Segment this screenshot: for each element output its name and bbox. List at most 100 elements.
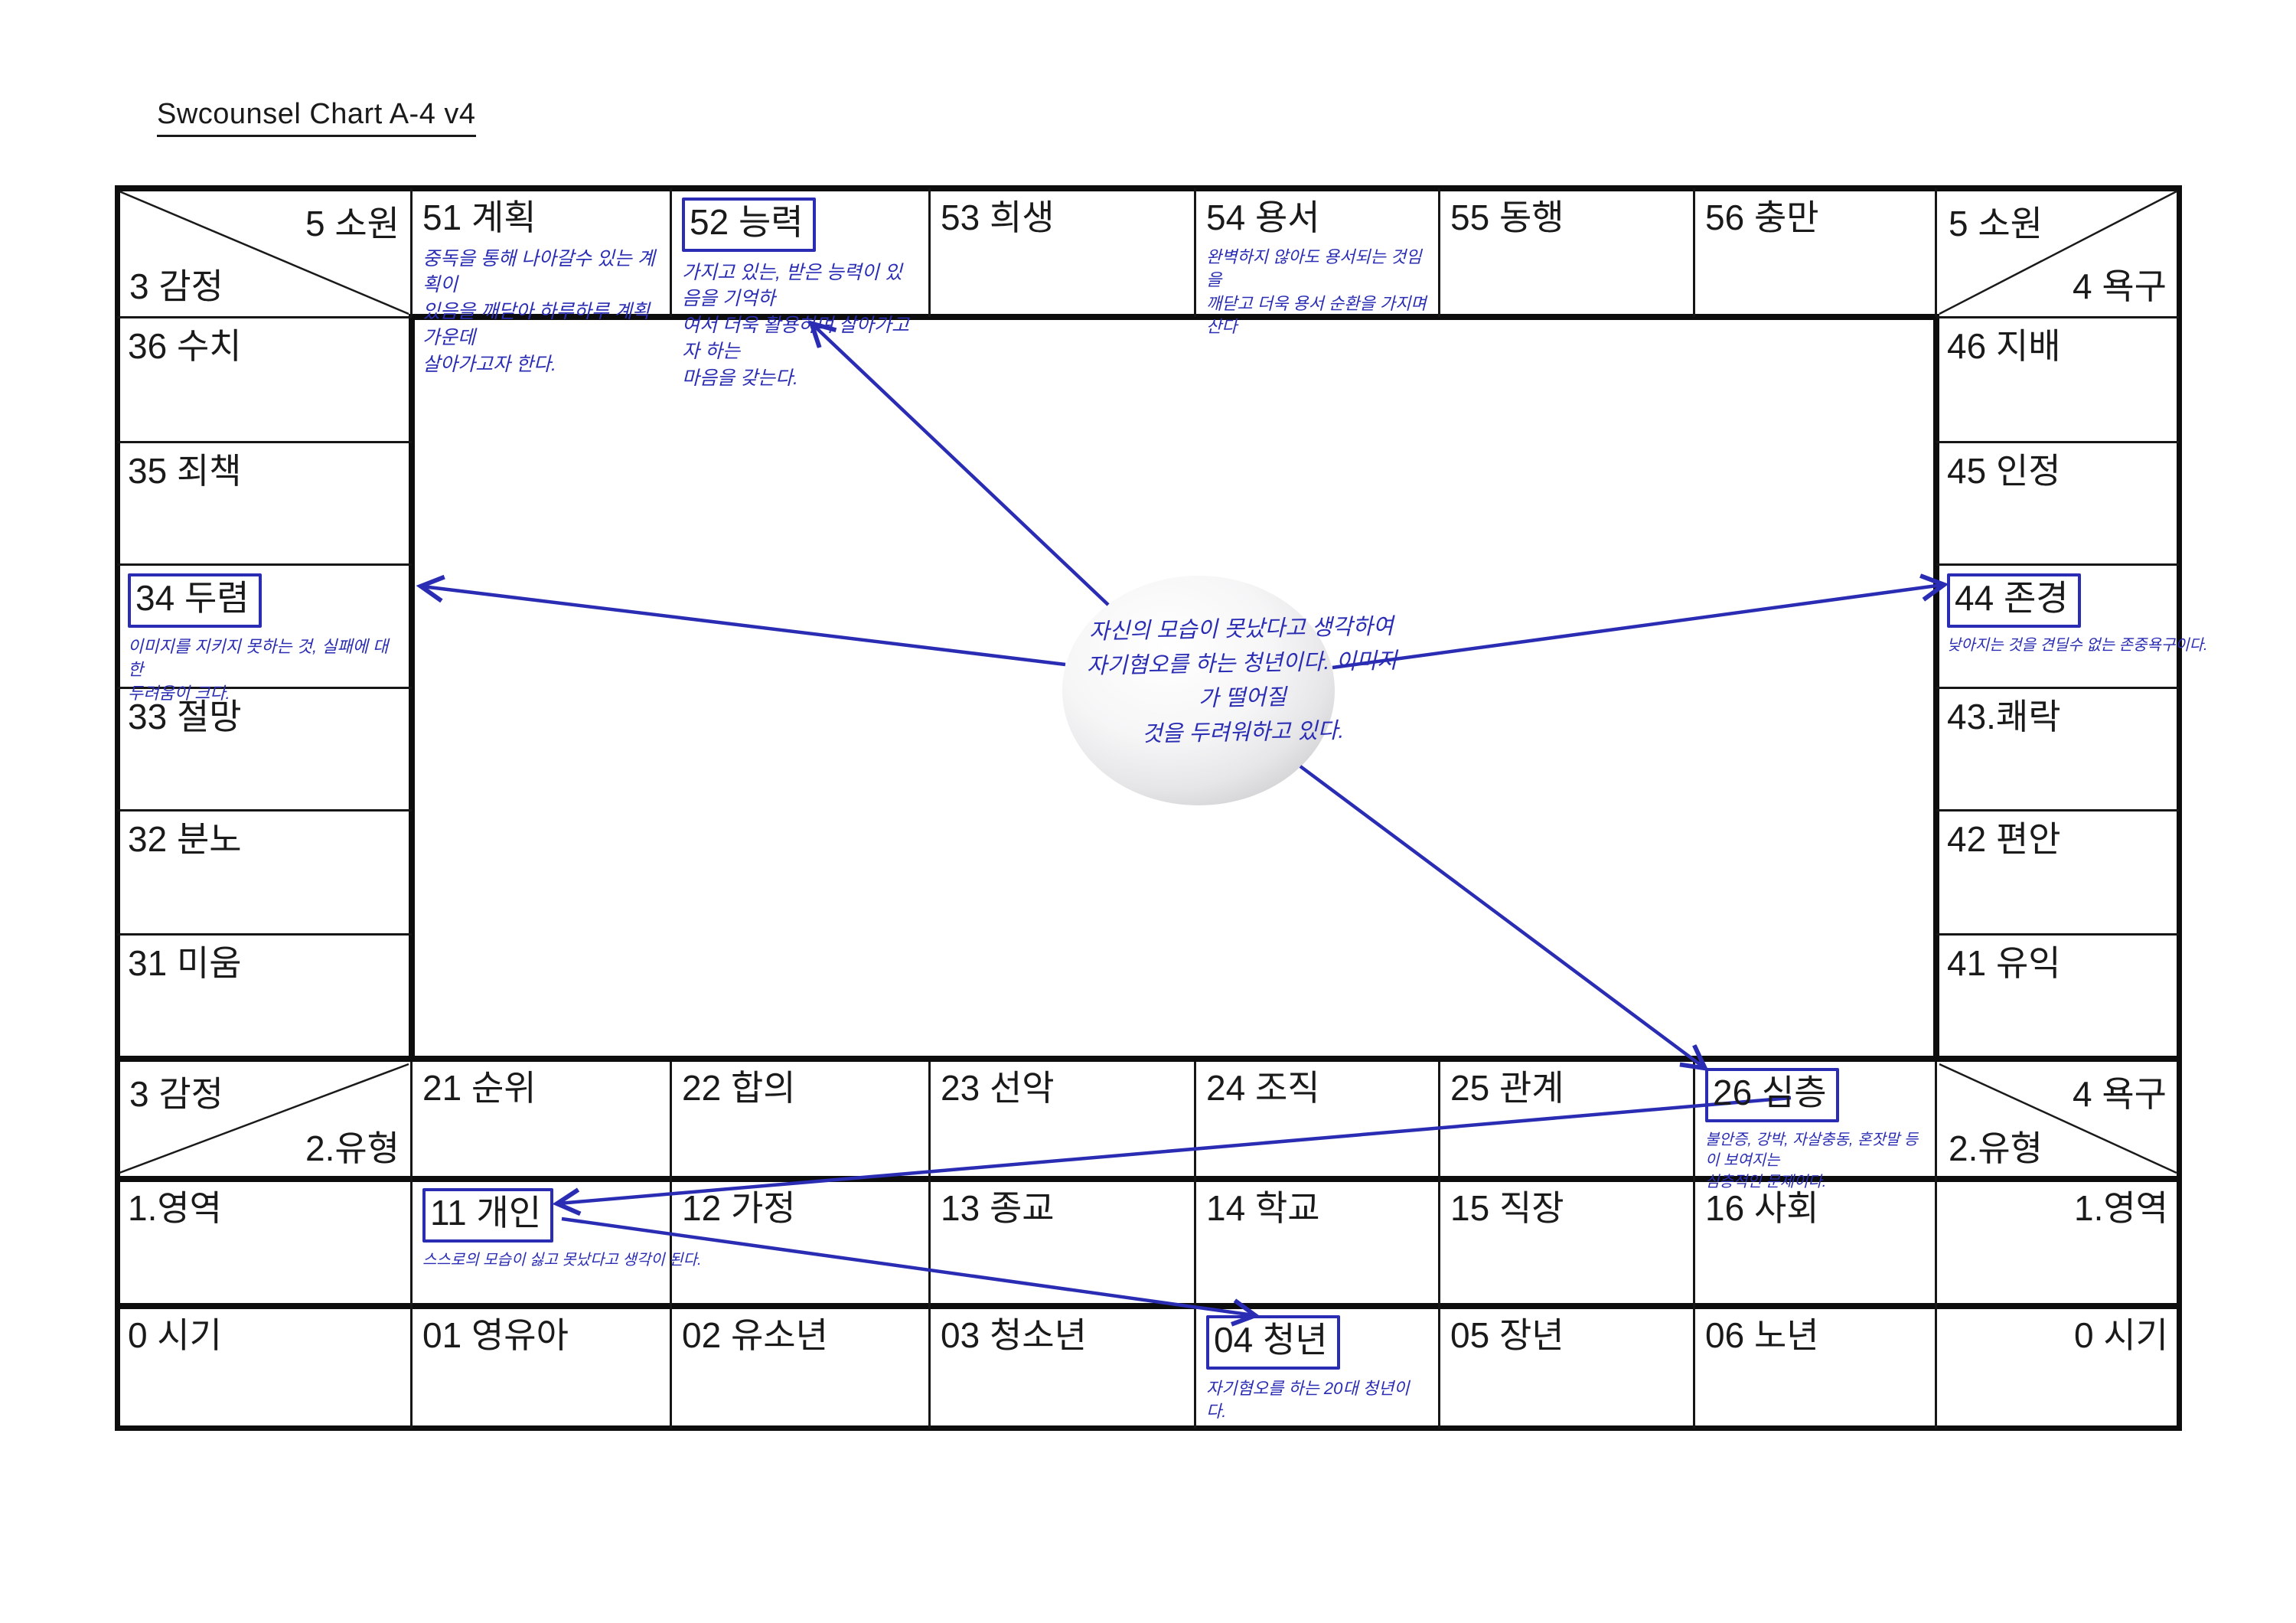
- cell-label: 06 노년: [1705, 1315, 1819, 1355]
- cell-label: 56 충만: [1705, 198, 1819, 237]
- cell-label-boxed: 34 두렴: [128, 573, 262, 628]
- arrow-sphere-to-52-ability: [813, 325, 1110, 606]
- cell-label: 45 인정: [1947, 451, 2061, 491]
- cell-15-workplace: 15 직장: [1440, 1179, 1694, 1303]
- corner-label-type: 2.유형: [1949, 1128, 2043, 1168]
- row-label: 1.영역: [2073, 1188, 2168, 1228]
- arrow-sphere-to-44-respect: [1332, 585, 1942, 670]
- grid-line: [1438, 1062, 1440, 1429]
- grid-line: [1936, 441, 2179, 443]
- cell-label: 42 편안: [1947, 819, 2061, 859]
- row-label: 0 시기: [2073, 1315, 2168, 1355]
- grid-line: [117, 1303, 2182, 1309]
- grid-line: [1194, 1062, 1196, 1429]
- cell-12-family: 12 가정: [671, 1179, 930, 1303]
- center-sphere: [1062, 576, 1335, 805]
- cell-52-ability: 52 능력 가지고 있는, 받은 능력이 있음을 기억하 여서 더욱 활용하며 …: [671, 188, 930, 389]
- cell-label: 24 조직: [1206, 1068, 1320, 1108]
- grid-line: [117, 1425, 2182, 1431]
- grid-line: [117, 185, 2182, 191]
- diagonal-bottom-left: [119, 1063, 409, 1174]
- cell-label: 25 관계: [1450, 1068, 1564, 1108]
- grid-line: [1194, 188, 1196, 317]
- grid-line: [117, 563, 412, 566]
- cell-35-guilt: 35 죄책: [117, 442, 412, 563]
- cell-45-recognition: 45 인정: [1936, 442, 2179, 563]
- grid-line: [1936, 316, 2179, 318]
- grid-line: [1936, 933, 2179, 936]
- cell-21-priority: 21 순위: [412, 1059, 671, 1179]
- arrow-sphere-to-26-deep: [1299, 765, 1704, 1067]
- cell-26-deep: 26 심층 불안증, 강박, 자살충동, 혼잣말 등이 보여지는 심층적인 문제…: [1694, 1059, 1936, 1190]
- cell-label-boxed: 44 존경: [1947, 573, 2081, 628]
- cell-label: 54 용서: [1206, 198, 1320, 237]
- handwritten-note: 이미지를 지키지 못하는 것, 실패에 대한 두려움이 크다.: [128, 636, 389, 703]
- cell-05-middleage: 05 장년: [1440, 1306, 1694, 1429]
- cell-56-fullness: 56 충만: [1694, 188, 1936, 317]
- grid-line: [1936, 563, 2179, 566]
- arrow-26-deep-to-11-personal: [559, 1096, 1792, 1203]
- cell-label: 15 직장: [1450, 1188, 1564, 1228]
- cell-period-label-right: 0 시기: [1936, 1306, 2179, 1429]
- cell-01-infant: 01 영유아: [412, 1306, 671, 1429]
- grid-line: [117, 316, 412, 318]
- cell-label: 03 청소년: [941, 1315, 1087, 1355]
- cell-label: 33 절망: [128, 697, 242, 736]
- cell-label-boxed: 52 능력: [682, 198, 816, 252]
- cell-44-respect: 44 존경 낮아지는 것을 견딜수 없는 존중욕구이다.: [1936, 564, 2208, 687]
- grid-line: [2177, 185, 2182, 1431]
- grid-line: [409, 314, 415, 1062]
- cell-42-comfort: 42 편안: [1936, 810, 2179, 933]
- grid-line: [117, 687, 412, 689]
- corner-cell-bottom-right: 4 욕구 2.유형: [1936, 1059, 2179, 1179]
- cell-06-oldage: 06 노년: [1694, 1306, 1936, 1429]
- grid-line: [1936, 687, 2179, 689]
- diagonal-bottom-right: [1939, 1063, 2177, 1174]
- cell-label: 14 학교: [1206, 1188, 1320, 1228]
- grid-line: [1935, 1062, 1937, 1429]
- grid-line: [410, 188, 413, 317]
- handwritten-note: 낮아지는 것을 견딜수 없는 존중욕구이다.: [1947, 636, 2208, 654]
- cell-label: 53 희생: [941, 198, 1055, 237]
- cell-label-boxed: 04 청년: [1206, 1315, 1340, 1370]
- diagonal-top-left: [119, 190, 409, 315]
- corner-cell-top-right: 5 소원 4 욕구: [1936, 188, 2179, 317]
- grid-line: [1935, 188, 1937, 317]
- cell-label: 02 유소년: [682, 1315, 828, 1355]
- grid-line: [409, 314, 1939, 320]
- handwritten-note: 중독을 통해 나아갈수 있는 계획이 있음을 깨닫아 하루하루 계획가운데 살아…: [422, 247, 655, 375]
- cell-55-accompany: 55 동행: [1440, 188, 1694, 317]
- cell-label: 55 동행: [1450, 198, 1564, 237]
- cell-label: 32 분노: [128, 819, 242, 859]
- cell-02-child: 02 유소년: [671, 1306, 930, 1429]
- corner-label-type: 2.유형: [305, 1128, 400, 1168]
- cell-13-religion: 13 종교: [930, 1179, 1195, 1303]
- cell-24-organization: 24 조직: [1195, 1059, 1440, 1179]
- corner-label-wish: 5 소원: [305, 204, 400, 243]
- corner-label-desire: 4 욕구: [2072, 1074, 2167, 1114]
- center-sphere-note: 자신의 모습이 못났다고 생각하여 자기혐오를 하는 청년이다. 이미지가 떨어…: [1086, 614, 1397, 747]
- cell-label: 36 수치: [128, 326, 242, 366]
- cell-46-dominate: 46 지배: [1936, 317, 2179, 441]
- grid-line: [670, 188, 672, 317]
- cell-label: 43.쾌락: [1947, 697, 2061, 736]
- grid-line: [670, 1062, 672, 1429]
- cell-32-anger: 32 분노: [117, 810, 412, 933]
- arrow-sphere-to-34-fear: [422, 586, 1066, 667]
- cell-36-shame: 36 수치: [117, 317, 412, 441]
- handwritten-note: 스스로의 모습이 싫고 못났다고 생각이 된다.: [422, 1251, 702, 1269]
- cell-33-despair: 33 절망: [117, 687, 412, 809]
- cell-area-label-right: 1.영역: [1936, 1179, 2179, 1303]
- cell-label: 13 종교: [941, 1188, 1055, 1228]
- cell-label: 01 영유아: [422, 1315, 569, 1355]
- corner-cell-top-left: 5 소원 3 감정: [117, 188, 412, 317]
- corner-label-emotion: 3 감정: [129, 1074, 224, 1114]
- cell-14-school: 14 학교: [1195, 1179, 1440, 1303]
- cell-label: 22 합의: [682, 1068, 796, 1108]
- cell-54-forgive: 54 용서 완벽하지 않아도 용서되는 것임을 깨닫고 더욱 용서 순환을 가지…: [1195, 188, 1440, 336]
- cell-03-adolescent: 03 청소년: [930, 1306, 1195, 1429]
- cell-34-fear: 34 두렴 이미지를 지키지 못하는 것, 실패에 대한 두려움이 크다.: [117, 564, 412, 703]
- corner-label-desire: 4 욕구: [2072, 266, 2167, 306]
- grid-line: [117, 441, 412, 443]
